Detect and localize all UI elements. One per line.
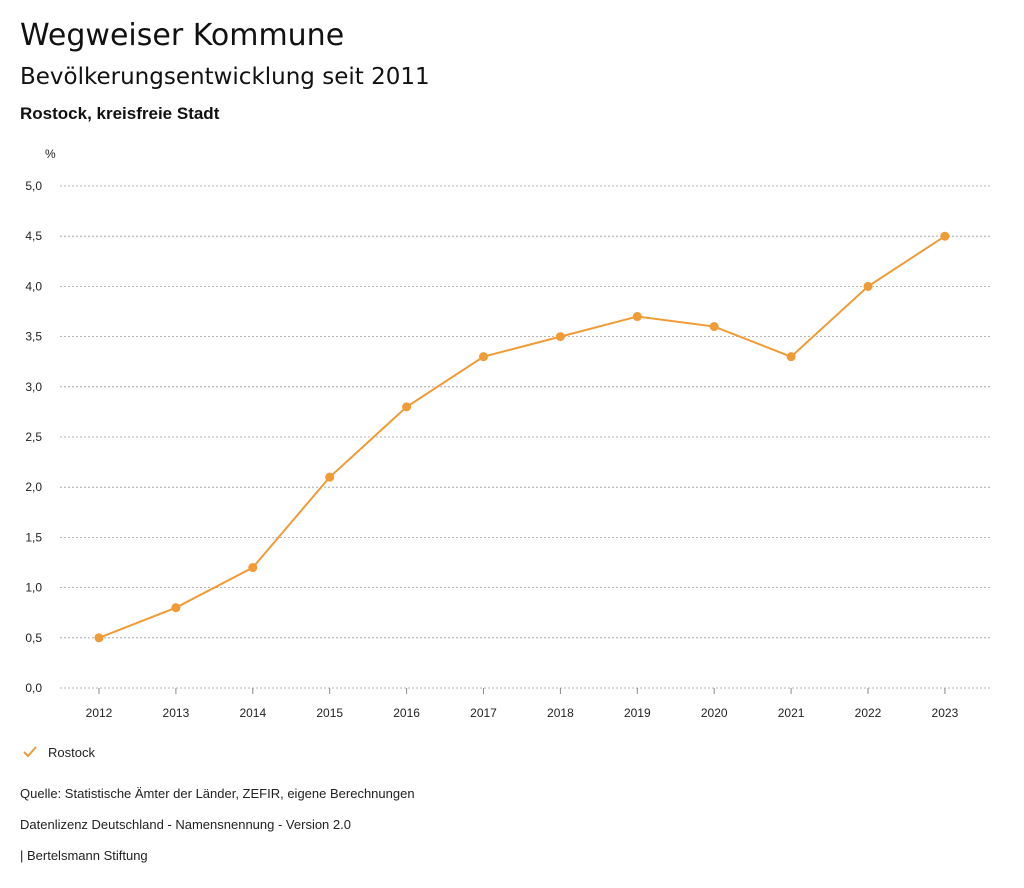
data-point-2019[interactable]: [632, 312, 642, 322]
page-title: Wegweiser Kommune: [20, 18, 345, 53]
y-tick-label: 5,0: [25, 179, 42, 193]
data-point-2012[interactable]: [94, 633, 104, 643]
data-point-2017[interactable]: [479, 352, 488, 362]
y-axis-unit: %: [45, 147, 56, 161]
line-chart: % 0,0 0,5 1,0 1,5 2,0 2,5 3,0 3,5 4,0 4,5 5,0 2012 20…: [25, 147, 990, 720]
checkmark-icon: [23, 746, 37, 758]
data-point-2015[interactable]: [325, 472, 335, 482]
publisher-note: | Bertelsmann Stiftung: [20, 848, 148, 863]
x-tick-label: 2021: [778, 706, 805, 720]
x-tick-label: 2022: [855, 706, 882, 720]
data-point-2014[interactable]: [248, 563, 258, 573]
y-tick-label: 1,5: [25, 530, 42, 544]
legend[interactable]: Rostock: [22, 744, 95, 760]
y-tick-label: 3,5: [25, 330, 42, 344]
axes: % 0,0 0,5 1,0 1,5 2,0 2,5 3,0 3,5 4,0 4,5 5,0 2012 20…: [25, 147, 958, 720]
y-tick-label: 1,0: [25, 581, 42, 595]
chart-subtitle: Bevölkerungsentwicklung seit 2011: [20, 64, 430, 90]
grid-lines: [60, 185, 990, 689]
y-tick-label: 0,0: [25, 681, 42, 695]
y-tick-label: 3,0: [25, 380, 42, 394]
y-tick-label: 0,5: [25, 631, 42, 645]
legend-label: Rostock: [48, 744, 95, 760]
y-tick-label: 2,0: [25, 480, 42, 494]
series-rostock[interactable]: [94, 231, 950, 643]
data-point-2018[interactable]: [555, 332, 565, 342]
data-point-2022[interactable]: [863, 281, 873, 291]
x-tick-label: 2017: [470, 706, 497, 720]
y-tick-label: 2,5: [25, 430, 42, 444]
x-tick-label: 2016: [393, 706, 420, 720]
data-point-2016[interactable]: [402, 402, 412, 412]
x-tick-label: 2012: [86, 706, 113, 720]
region-label: Rostock, kreisfreie Stadt: [20, 104, 220, 123]
license-note: Datenlizenz Deutschland - Namensnennung …: [20, 817, 351, 832]
data-point-2021[interactable]: [786, 352, 796, 362]
x-tick-label: 2018: [547, 706, 574, 720]
x-tick-label: 2015: [316, 706, 343, 720]
x-tick-label: 2014: [239, 706, 266, 720]
x-tick-label: 2013: [163, 706, 190, 720]
data-point-2013[interactable]: [171, 603, 181, 613]
x-tick-label: 2019: [624, 706, 651, 720]
y-tick-label: 4,0: [25, 279, 42, 293]
series-line: [98, 235, 946, 639]
data-point-2023[interactable]: [940, 231, 950, 241]
x-tick-label: 2023: [932, 706, 959, 720]
y-tick-label: 4,5: [25, 229, 42, 243]
data-point-2020[interactable]: [709, 322, 719, 332]
x-tick-label: 2020: [701, 706, 728, 720]
source-note: Quelle: Statistische Ämter der Länder, Z…: [20, 786, 415, 801]
